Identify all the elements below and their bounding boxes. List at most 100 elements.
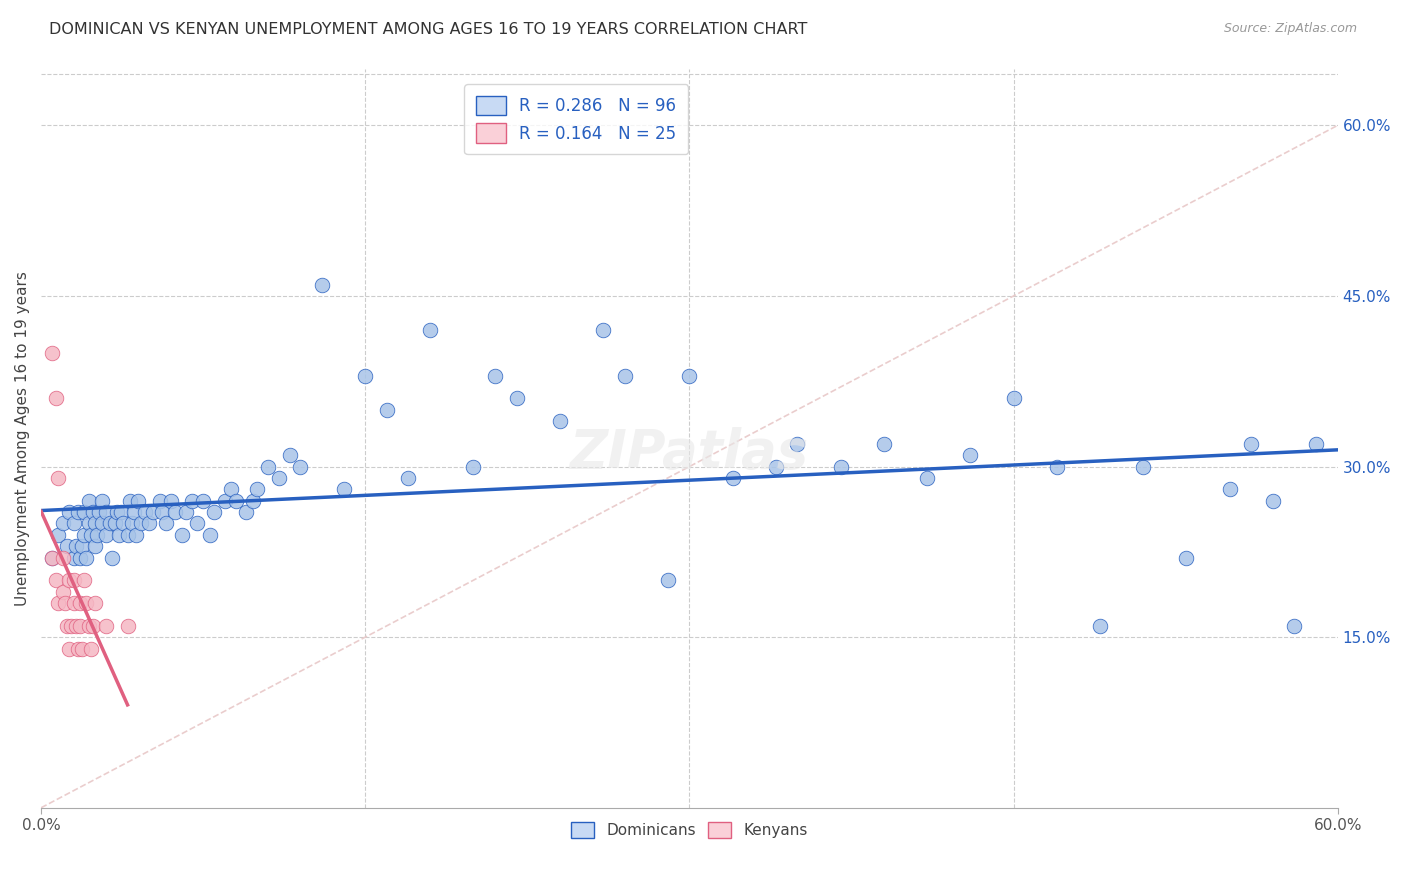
Point: [174, 505, 197, 519]
Point: [84, 596, 107, 610]
Point: [110, 505, 132, 519]
Point: [1219, 483, 1241, 497]
Point: [246, 483, 269, 497]
Point: [1046, 459, 1069, 474]
Point: [52, 584, 75, 599]
Point: [77, 516, 100, 531]
Legend: Dominicans, Kenyans: Dominicans, Kenyans: [565, 816, 814, 845]
Point: [41, 550, 63, 565]
Point: [80, 641, 103, 656]
Point: [873, 437, 896, 451]
Point: [41, 346, 63, 360]
Point: [155, 516, 177, 531]
Point: [77, 619, 100, 633]
Point: [82, 505, 104, 519]
Point: [765, 459, 787, 474]
Point: [1002, 392, 1025, 406]
Point: [721, 471, 744, 485]
Point: [678, 368, 700, 383]
Point: [170, 528, 193, 542]
Point: [41, 550, 63, 565]
Point: [198, 528, 221, 542]
Point: [117, 528, 139, 542]
Point: [375, 402, 398, 417]
Text: DOMINICAN VS KENYAN UNEMPLOYMENT AMONG AGES 16 TO 19 YEARS CORRELATION CHART: DOMINICAN VS KENYAN UNEMPLOYMENT AMONG A…: [49, 22, 807, 37]
Point: [278, 448, 301, 462]
Point: [267, 471, 290, 485]
Point: [657, 574, 679, 588]
Point: [1132, 459, 1154, 474]
Point: [165, 505, 187, 519]
Point: [60, 619, 83, 633]
Point: [193, 493, 215, 508]
Point: [112, 516, 135, 531]
Point: [1284, 619, 1306, 633]
Point: [1240, 437, 1263, 451]
Point: [127, 493, 149, 508]
Point: [69, 596, 91, 610]
Point: [94, 528, 117, 542]
Point: [53, 596, 76, 610]
Point: [69, 619, 91, 633]
Point: [122, 505, 145, 519]
Point: [354, 368, 377, 383]
Point: [214, 493, 236, 508]
Point: [134, 505, 156, 519]
Point: [48, 471, 70, 485]
Point: [592, 323, 614, 337]
Point: [290, 459, 312, 474]
Point: [65, 619, 87, 633]
Point: [101, 550, 124, 565]
Y-axis label: Unemployment Among Ages 16 to 19 years: Unemployment Among Ages 16 to 19 years: [15, 270, 30, 606]
Point: [76, 550, 98, 565]
Point: [915, 471, 938, 485]
Point: [73, 505, 96, 519]
Point: [58, 641, 80, 656]
Point: [89, 505, 111, 519]
Point: [159, 493, 181, 508]
Point: [186, 516, 208, 531]
Point: [73, 528, 96, 542]
Point: [58, 505, 80, 519]
Point: [84, 516, 107, 531]
Point: [65, 539, 87, 553]
Point: [548, 414, 571, 428]
Point: [90, 493, 112, 508]
Point: [66, 505, 89, 519]
Point: [80, 528, 103, 542]
Point: [98, 516, 121, 531]
Point: [235, 505, 257, 519]
Point: [125, 528, 148, 542]
Point: [58, 574, 80, 588]
Point: [66, 641, 89, 656]
Point: [1261, 493, 1284, 508]
Point: [84, 539, 107, 553]
Point: [70, 641, 93, 656]
Point: [48, 528, 70, 542]
Point: [69, 550, 91, 565]
Point: [142, 505, 165, 519]
Point: [70, 539, 93, 553]
Point: [181, 493, 204, 508]
Point: [45, 574, 67, 588]
Point: [121, 516, 143, 531]
Point: [311, 277, 333, 292]
Point: [257, 459, 280, 474]
Point: [225, 493, 247, 508]
Point: [149, 493, 172, 508]
Point: [613, 368, 636, 383]
Point: [56, 619, 79, 633]
Point: [484, 368, 506, 383]
Point: [108, 528, 131, 542]
Point: [463, 459, 485, 474]
Point: [398, 471, 420, 485]
Point: [56, 539, 79, 553]
Point: [62, 550, 84, 565]
Point: [52, 550, 75, 565]
Text: Source: ZipAtlas.com: Source: ZipAtlas.com: [1223, 22, 1357, 36]
Point: [1175, 550, 1198, 565]
Point: [129, 516, 152, 531]
Point: [94, 619, 117, 633]
Point: [86, 528, 108, 542]
Point: [242, 493, 264, 508]
